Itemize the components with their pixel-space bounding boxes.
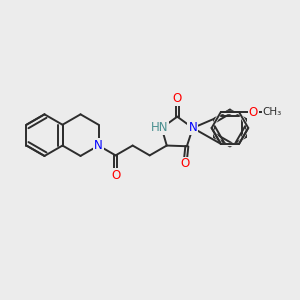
Text: O: O bbox=[172, 92, 182, 105]
Text: HN: HN bbox=[151, 122, 168, 134]
Text: N: N bbox=[188, 122, 197, 134]
Text: O: O bbox=[111, 169, 120, 182]
Text: N: N bbox=[94, 139, 103, 152]
Text: CH₃: CH₃ bbox=[262, 107, 282, 117]
Text: O: O bbox=[249, 106, 258, 118]
Text: O: O bbox=[181, 158, 190, 170]
